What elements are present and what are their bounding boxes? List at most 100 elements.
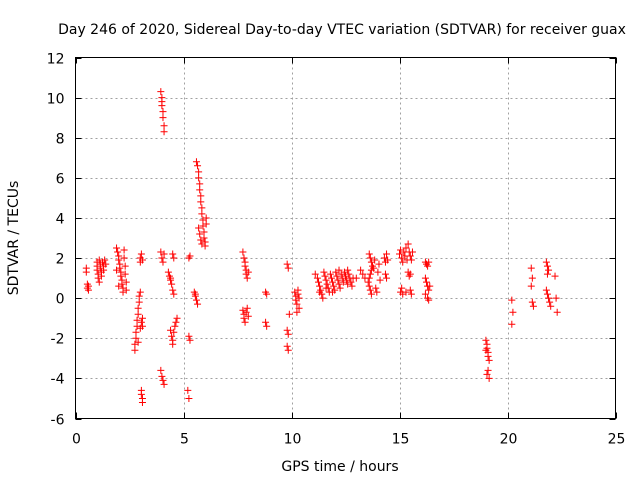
- data-point: [406, 286, 414, 294]
- data-point: [545, 294, 553, 302]
- data-point: [157, 88, 165, 96]
- data-point: [159, 376, 167, 384]
- data-point: [364, 278, 372, 286]
- data-point: [366, 270, 374, 278]
- data-point: [239, 248, 247, 256]
- data-point: [184, 386, 192, 394]
- data-point: [137, 250, 145, 258]
- data-point: [408, 248, 416, 256]
- data-point: [528, 298, 536, 306]
- y-tick-label: -4: [51, 372, 65, 388]
- data-point: [117, 272, 125, 280]
- data-point: [543, 270, 551, 278]
- data-point: [316, 282, 324, 290]
- data-point: [158, 254, 166, 262]
- data-points: [82, 88, 561, 406]
- data-point: [173, 314, 181, 322]
- y-tick-label: 10: [47, 92, 65, 108]
- x-tick-label: 0: [72, 432, 81, 448]
- data-point: [196, 180, 204, 188]
- data-point: [421, 274, 429, 282]
- data-point: [244, 312, 252, 320]
- data-point: [170, 254, 178, 262]
- data-point: [115, 282, 123, 290]
- data-point: [170, 290, 178, 298]
- data-point: [134, 310, 142, 318]
- data-point: [553, 308, 561, 316]
- data-point: [102, 260, 110, 268]
- data-point: [365, 282, 373, 290]
- data-point: [242, 308, 250, 316]
- data-point: [398, 284, 406, 292]
- data-point: [138, 256, 146, 264]
- y-tick-label: 12: [47, 52, 65, 68]
- data-point: [137, 390, 145, 398]
- data-point: [132, 334, 140, 342]
- data-point: [186, 252, 194, 260]
- data-point: [159, 108, 167, 116]
- data-point: [101, 256, 109, 264]
- data-point: [482, 346, 490, 354]
- data-point: [365, 274, 373, 282]
- data-point: [329, 278, 337, 286]
- data-point: [160, 380, 168, 388]
- data-point: [508, 320, 516, 328]
- data-point: [365, 250, 373, 258]
- data-point: [262, 318, 270, 326]
- data-point: [326, 270, 334, 278]
- data-point: [171, 322, 179, 330]
- data-point: [321, 272, 329, 280]
- data-point: [196, 186, 204, 194]
- data-point: [135, 292, 143, 300]
- x-tick-label: 20: [500, 432, 518, 448]
- data-point: [344, 266, 352, 274]
- data-point: [366, 254, 374, 262]
- data-point: [138, 314, 146, 322]
- data-point: [241, 318, 249, 326]
- data-point: [335, 280, 343, 288]
- data-point: [319, 294, 327, 302]
- data-point: [95, 278, 103, 286]
- data-point: [283, 326, 291, 334]
- data-point: [551, 272, 559, 280]
- data-point: [542, 258, 550, 266]
- data-point: [263, 322, 271, 330]
- data-point: [198, 240, 206, 248]
- data-point: [323, 280, 331, 288]
- data-point: [137, 318, 145, 326]
- x-tick-label: 10: [284, 432, 302, 448]
- data-point: [121, 270, 129, 278]
- data-point: [333, 272, 341, 280]
- data-point: [529, 302, 537, 310]
- data-point: [484, 352, 492, 360]
- data-point: [295, 304, 303, 312]
- data-point: [335, 266, 343, 274]
- data-point: [545, 266, 553, 274]
- data-point: [241, 262, 249, 270]
- data-point: [485, 356, 493, 364]
- data-point: [399, 258, 407, 266]
- data-point: [185, 394, 193, 402]
- data-point: [293, 308, 301, 316]
- data-point: [375, 260, 383, 268]
- x-axis-ticks: 0 5 10 15 20 25: [72, 57, 625, 448]
- data-point: [406, 270, 414, 278]
- data-point: [158, 372, 166, 380]
- data-point: [160, 250, 168, 258]
- data-point: [200, 228, 208, 236]
- data-point: [283, 342, 291, 350]
- data-point: [244, 268, 252, 276]
- data-point: [547, 302, 555, 310]
- data-point: [330, 282, 338, 290]
- data-point: [168, 332, 176, 340]
- data-point: [135, 298, 143, 306]
- grid-lines: [75, 57, 616, 419]
- data-point: [170, 328, 178, 336]
- data-point: [402, 288, 410, 296]
- data-point: [120, 246, 128, 254]
- data-point: [192, 296, 200, 304]
- data-point: [329, 288, 337, 296]
- data-point: [372, 284, 380, 292]
- data-point: [195, 168, 203, 176]
- data-point: [293, 300, 301, 308]
